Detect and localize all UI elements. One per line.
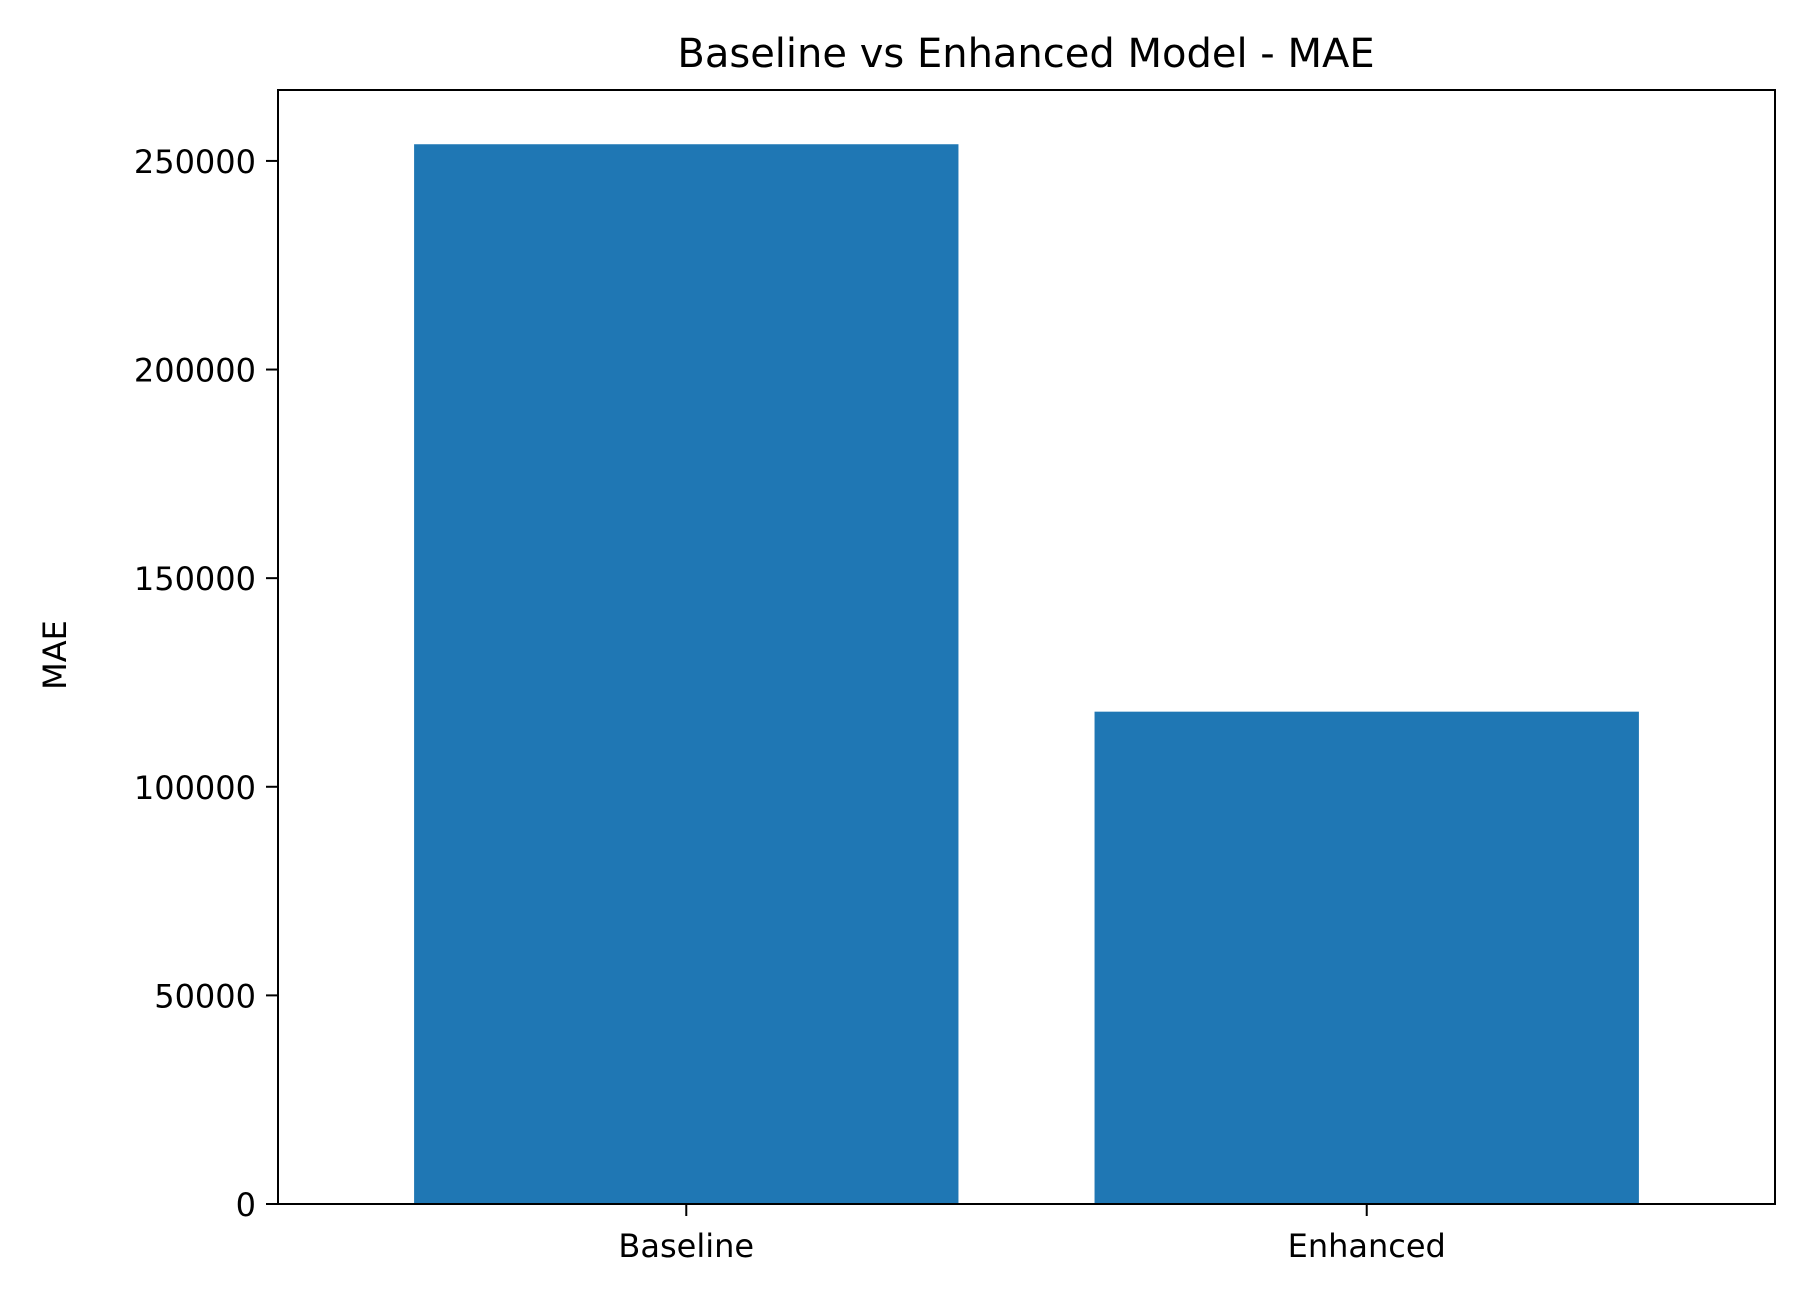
y-tick-label: 200000 bbox=[134, 352, 256, 390]
plot-frame bbox=[277, 89, 1776, 1205]
bars bbox=[414, 144, 1639, 1204]
x-tick-label: Enhanced bbox=[1288, 1227, 1446, 1265]
y-axis: 0 50000 100000 150000 200000 250000 bbox=[134, 143, 278, 1224]
y-axis-label: MAE bbox=[36, 620, 74, 690]
bar-enhanced bbox=[1094, 711, 1639, 1204]
chart-title: Baseline vs Enhanced Model - MAE bbox=[677, 31, 1374, 77]
y-tick-label: 150000 bbox=[134, 560, 256, 598]
y-tick-label: 100000 bbox=[134, 769, 256, 807]
bar-baseline bbox=[414, 144, 959, 1204]
x-tick-label: Baseline bbox=[618, 1227, 754, 1265]
y-tick-label: 0 bbox=[236, 1186, 256, 1224]
y-tick-label: 50000 bbox=[154, 977, 256, 1015]
x-axis: Baseline Enhanced bbox=[618, 1204, 1446, 1265]
y-tick-label: 250000 bbox=[134, 143, 256, 181]
